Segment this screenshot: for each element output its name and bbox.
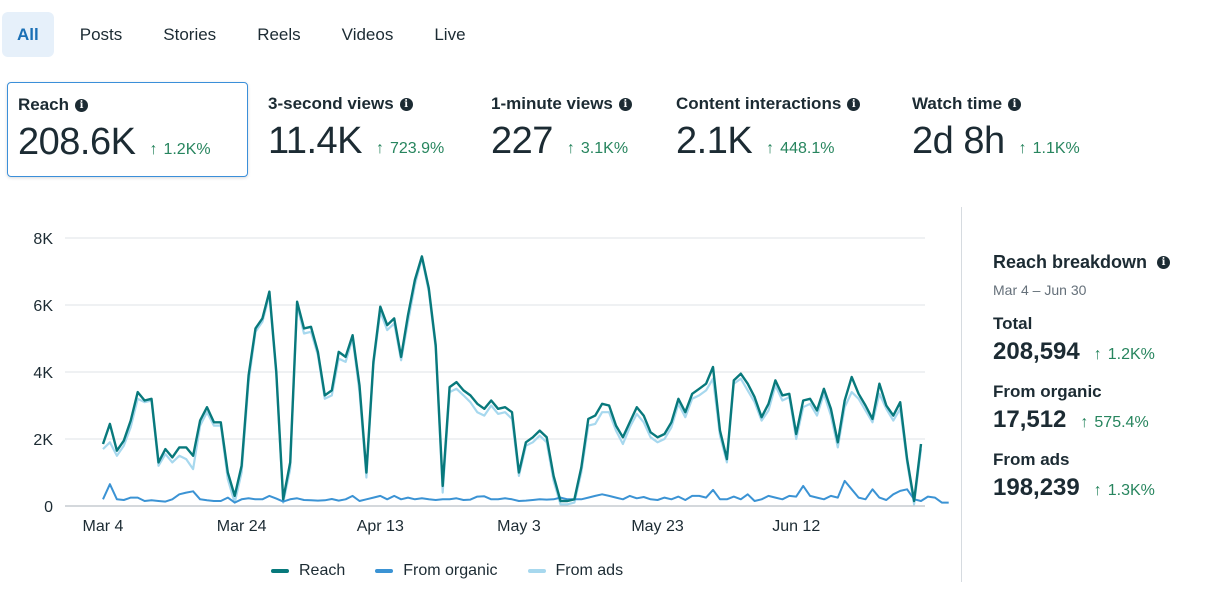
info-icon[interactable]: i <box>1157 256 1171 269</box>
series-line-from-ads <box>102 256 923 506</box>
metric-card-1-minute-views[interactable]: 1-minute views i 227 ↑ 3.1K% <box>481 82 661 177</box>
breakdown-organic-label: From organic <box>993 382 1102 401</box>
breakdown-ads-value: 198,239 <box>993 474 1080 501</box>
up-arrow-icon: ↑ <box>566 140 575 157</box>
tab-stories[interactable]: Stories <box>163 24 217 44</box>
y-tick-label: 4K <box>33 365 53 382</box>
breakdown-delta: ↑ 1.3K% <box>1094 482 1155 500</box>
breakdown-delta-value: 1.3K% <box>1107 482 1155 499</box>
up-arrow-icon: ↑ <box>149 141 158 158</box>
metric-label: Content interactions <box>676 94 842 113</box>
metric-card-3-second-views[interactable]: 3-second views i 11.4K ↑ 723.9% <box>258 82 473 177</box>
breakdown-date-range: Mar 4 – Jun 30 <box>993 282 1087 298</box>
reach-line-chart[interactable]: 0 2K 4K 6K 8K Mar 4 Mar 24 Apr 13 May 3 May 23 Jun… <box>0 200 950 540</box>
info-icon[interactable]: i <box>618 97 632 111</box>
breakdown-total-value: 208,594 <box>993 338 1080 365</box>
y-tick-label: 8K <box>33 231 53 248</box>
y-tick-label: 0 <box>44 499 53 516</box>
metric-delta: ↑ 1.2K% <box>149 141 210 159</box>
up-arrow-icon: ↑ <box>1018 140 1027 157</box>
metric-value: 227 <box>491 120 553 162</box>
info-icon[interactable]: i <box>1008 97 1022 111</box>
metric-value: 11.4K <box>268 120 362 162</box>
legend-swatch <box>271 569 289 573</box>
legend-swatch <box>527 569 546 573</box>
x-tick-label: May 3 <box>497 518 541 535</box>
metric-label: 3-second views <box>268 94 394 113</box>
legend-item-from-organic[interactable]: From organic <box>375 562 498 580</box>
x-tick-label: Mar 4 <box>83 518 124 535</box>
breakdown-delta-value: 575.4% <box>1094 414 1149 431</box>
tab-all[interactable]: All <box>2 12 54 57</box>
breakdown-delta-value: 1.2K% <box>1107 346 1155 363</box>
metric-card-watch-time[interactable]: Watch time i 2d 8h ↑ 1.1K% <box>902 82 1117 177</box>
metric-delta: ↑ 723.9% <box>376 140 444 158</box>
up-arrow-icon: ↑ <box>766 140 775 157</box>
legend-label: From ads <box>555 562 624 579</box>
info-icon[interactable]: i <box>399 97 413 111</box>
metric-value: 2d 8h <box>912 120 1005 162</box>
metric-delta-value: 1.1K% <box>1032 140 1080 157</box>
metric-delta: ↑ 1.1K% <box>1019 140 1080 158</box>
metric-label: Watch time <box>912 94 1003 113</box>
chart-legend: Reach From organic From ads <box>271 562 653 580</box>
x-tick-label: May 23 <box>631 518 684 535</box>
legend-label: Reach <box>299 562 346 579</box>
legend-item-reach[interactable]: Reach <box>271 562 345 580</box>
up-arrow-icon: ↑ <box>1093 346 1102 363</box>
breakdown-delta: ↑ 575.4% <box>1080 414 1148 432</box>
x-tick-label: Apr 13 <box>357 518 404 535</box>
content-type-tabs: All Posts Stories Reels Videos Live <box>2 12 492 57</box>
metric-card-reach[interactable]: Reach i 208.6K ↑ 1.2K% <box>7 82 248 177</box>
info-icon[interactable]: i <box>847 97 861 111</box>
series-line-from-organic <box>102 479 949 504</box>
up-arrow-icon: ↑ <box>375 140 384 157</box>
breakdown-delta: ↑ 1.2K% <box>1094 346 1155 364</box>
breakdown-title: Reach breakdown <box>993 252 1148 272</box>
breakdown-organic-value: 17,512 <box>993 406 1067 433</box>
tab-reels[interactable]: Reels <box>257 24 301 44</box>
tab-live[interactable]: Live <box>434 24 466 44</box>
metric-delta-value: 448.1% <box>780 140 835 157</box>
legend-label: From organic <box>403 562 498 579</box>
panel-divider <box>961 207 962 582</box>
y-tick-label: 6K <box>33 298 53 315</box>
y-tick-label: 2K <box>33 432 53 449</box>
up-arrow-icon: ↑ <box>1093 482 1102 499</box>
metric-label: Reach <box>18 95 70 114</box>
up-arrow-icon: ↑ <box>1080 414 1089 431</box>
x-tick-label: Mar 24 <box>217 518 267 535</box>
metric-delta-value: 1.2K% <box>163 141 211 158</box>
tab-posts[interactable]: Posts <box>79 24 123 44</box>
tab-videos[interactable]: Videos <box>341 24 394 44</box>
metric-value: 2.1K <box>676 120 753 162</box>
legend-swatch <box>375 569 394 573</box>
breakdown-total-label: Total <box>993 314 1033 333</box>
metric-label: 1-minute views <box>491 94 613 113</box>
metric-card-content-interactions[interactable]: Content interactions i 2.1K ↑ 448.1% <box>666 82 896 177</box>
info-icon[interactable]: i <box>75 98 89 112</box>
legend-item-from-ads[interactable]: From ads <box>527 562 624 580</box>
metric-value: 208.6K <box>18 121 136 163</box>
breakdown-ads-label: From ads <box>993 450 1070 469</box>
metric-delta: ↑ 3.1K% <box>567 140 628 158</box>
x-tick-label: Jun 12 <box>772 518 820 535</box>
series-line-reach <box>101 255 923 503</box>
metric-delta: ↑ 448.1% <box>766 140 834 158</box>
metric-delta-value: 723.9% <box>389 140 445 157</box>
reach-breakdown-panel: Reach breakdown i Mar 4 – Jun 30 Total 20… <box>993 252 1218 502</box>
metric-delta-value: 3.1K% <box>580 140 629 157</box>
